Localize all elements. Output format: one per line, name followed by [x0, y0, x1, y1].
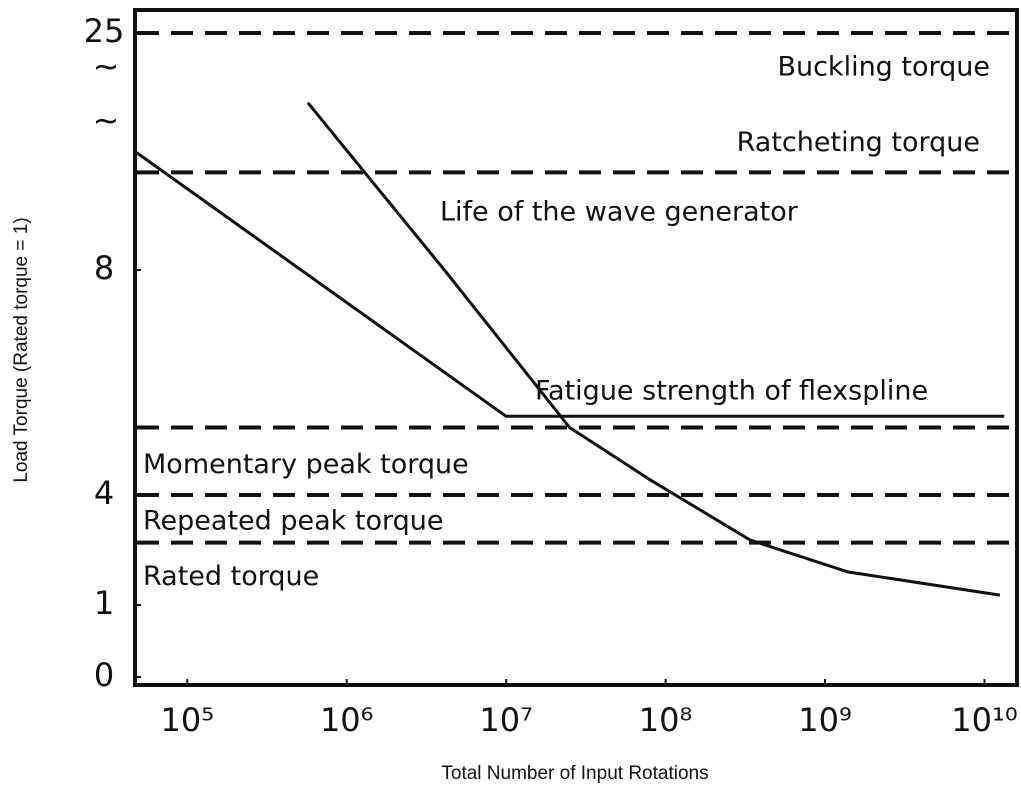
- x-tick-label: 10⁷: [479, 701, 533, 739]
- reference-label: Ratcheting torque: [737, 127, 980, 158]
- y-tick-label: 25: [84, 12, 125, 50]
- reference-label: Repeated peak torque: [143, 506, 443, 537]
- y-tick-label: 4: [94, 474, 114, 512]
- series-line: [134, 150, 1005, 418]
- x-tick-label: 10⁹: [798, 701, 852, 739]
- reference-label: Buckling torque: [777, 52, 990, 83]
- series-label: Fatigue strength of flexspline: [535, 376, 928, 407]
- reference-label: Momentary peak torque: [143, 449, 469, 480]
- reference-label: Rated torque: [143, 561, 319, 592]
- y-tick-label: 8: [94, 249, 114, 287]
- plot-frame: [133, 8, 1019, 687]
- x-tick-label: 10⁸: [639, 701, 693, 739]
- series-label: Life of the wave generator: [440, 197, 799, 228]
- y-axis-label: Load Torque (Rated torque = 1): [11, 217, 32, 482]
- x-axis-label: Total Number of Input Rotations: [441, 763, 708, 784]
- x-tick-label: 10⁵: [161, 701, 215, 739]
- y-tick-label: 0: [94, 656, 114, 694]
- x-tick-label: 10¹⁰: [951, 701, 1017, 739]
- y-tick-label: 1: [94, 584, 114, 622]
- axis-break: ~: [93, 101, 120, 139]
- x-tick-label: 10⁶: [320, 701, 374, 739]
- series-line: [306, 101, 1001, 597]
- axis-break: ~: [93, 47, 120, 85]
